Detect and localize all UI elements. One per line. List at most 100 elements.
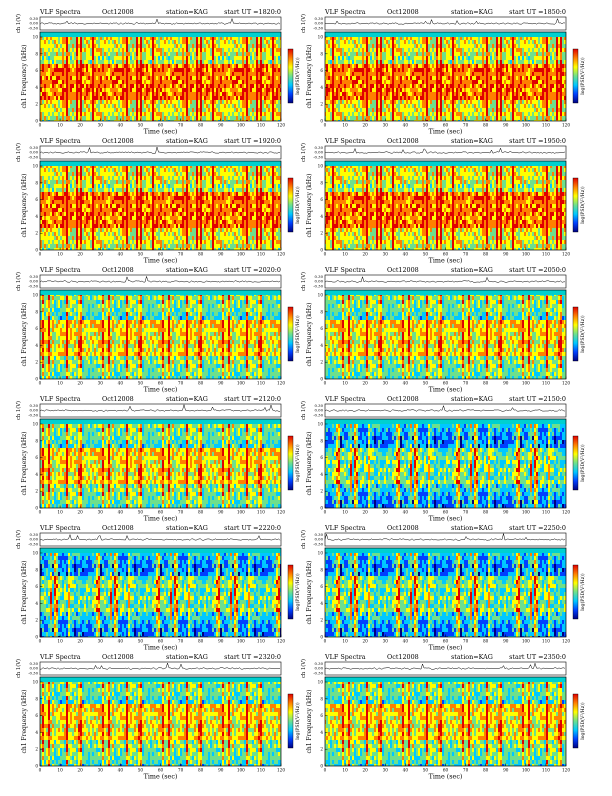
x-axis-label: Time (sec): [429, 773, 463, 781]
spectrogram-panel: VLF Spectra Oct12008 station=KAG start UT =…: [300, 395, 586, 523]
panel-start-ut: start UT =2020:0: [224, 266, 281, 274]
x-tick-label: 100: [522, 768, 530, 773]
waveform-tick-label: 0.30: [315, 16, 324, 21]
panel-title: VLF Spectra: [39, 524, 81, 532]
y-tick-label: 8: [320, 51, 323, 56]
x-tick-label: 30: [98, 252, 104, 257]
waveform-tick-label: 0.00: [315, 279, 324, 284]
colorbar: [572, 564, 579, 620]
upper-noise-band: [325, 677, 566, 682]
spectrogram-image: [40, 37, 281, 121]
panel-title: VLF Spectra: [324, 266, 366, 274]
x-tick-label: 80: [483, 639, 489, 644]
x-tick-label: 80: [198, 252, 204, 257]
spectrogram-image: [40, 295, 281, 379]
x-tick-label: 30: [383, 123, 389, 128]
waveform-tick-label: -0.30: [313, 413, 323, 418]
waveform-tick-label: 0.30: [30, 403, 39, 408]
colorbar-label: log(PSD(V²/Hz)): [294, 444, 301, 482]
waveform-frame: [324, 403, 567, 418]
panel-title: VLF Spectra: [324, 524, 366, 532]
x-tick-label: 40: [118, 252, 124, 257]
x-tick-label: 10: [57, 639, 63, 644]
y-tick-label: 6: [320, 326, 323, 331]
upper-noise-band: [40, 419, 281, 424]
spectrogram-panel: VLF Spectra Oct12008 station=KAG start UT =…: [300, 8, 586, 136]
x-tick-label: 110: [257, 381, 265, 386]
x-tick-label: 50: [138, 768, 144, 773]
colorbar: [287, 48, 294, 104]
x-tick-label: 10: [57, 123, 63, 128]
panel-date: Oct12008: [387, 137, 419, 145]
x-tick-label: 0: [324, 639, 327, 644]
y-tick-label: 10: [318, 551, 324, 556]
colorbar-label: log(PSD(V²/Hz)): [294, 315, 301, 353]
waveform-ylabel: ch 1(V): [300, 530, 307, 549]
x-tick-label: 110: [542, 252, 550, 257]
x-tick-label: 70: [178, 381, 184, 386]
y-tick-label: 10: [33, 293, 39, 298]
x-tick-label: 120: [277, 510, 285, 515]
x-tick-label: 90: [218, 252, 224, 257]
y-tick-label: 0: [320, 764, 323, 769]
x-tick-label: 120: [562, 768, 570, 773]
waveform-tick-label: 0.30: [30, 145, 39, 150]
spectrogram-panel: VLF Spectra Oct12008 station=KAG start UT =…: [15, 524, 301, 652]
waveform-tick-label: -0.30: [313, 284, 323, 289]
waveform-frame: [324, 16, 567, 31]
x-tick-label: 30: [98, 381, 104, 386]
waveform-frame: [324, 274, 567, 289]
x-tick-label: 60: [158, 252, 164, 257]
y-tick-label: 4: [320, 472, 323, 477]
x-tick-label: 40: [403, 123, 409, 128]
panel-date: Oct12008: [102, 524, 134, 532]
waveform-frame: [39, 661, 282, 676]
y-tick-label: 8: [320, 696, 323, 701]
x-tick-label: 0: [39, 381, 42, 386]
y-tick-label: 4: [35, 85, 38, 90]
waveform-tick-label: 0.30: [30, 274, 39, 279]
y-tick-label: 10: [318, 293, 324, 298]
colorbar: [287, 564, 294, 620]
x-tick-label: 30: [383, 252, 389, 257]
colorbar: [287, 177, 294, 233]
x-tick-label: 20: [362, 252, 368, 257]
spectrogram-panel: VLF Spectra Oct12008 station=KAG start UT =…: [15, 137, 301, 265]
x-tick-label: 30: [98, 768, 104, 773]
waveform-tick-label: 0.00: [30, 21, 39, 26]
waveform-ylabel: ch 1(V): [15, 401, 22, 420]
panel-date: Oct12008: [102, 395, 134, 403]
panel-title: VLF Spectra: [324, 395, 366, 403]
x-tick-label: 40: [403, 252, 409, 257]
x-tick-label: 110: [542, 768, 550, 773]
panel-station: station=KAG: [451, 137, 493, 145]
x-axis-label: Time (sec): [144, 386, 178, 394]
panel-title: VLF Spectra: [39, 653, 81, 661]
spectrogram-ylabel: ch1 Frequency (kHz): [21, 44, 28, 108]
spectrogram-ylabel: ch1 Frequency (kHz): [21, 302, 28, 366]
x-axis-label: Time (sec): [429, 644, 463, 652]
x-tick-label: 40: [118, 510, 124, 515]
panel-date: Oct12008: [387, 8, 419, 16]
panel-date: Oct12008: [387, 524, 419, 532]
x-tick-label: 20: [77, 639, 83, 644]
y-tick-label: 8: [35, 309, 38, 314]
x-tick-label: 120: [277, 123, 285, 128]
y-tick-label: 10: [33, 680, 39, 685]
upper-noise-band: [325, 419, 566, 424]
spectrogram-ylabel: ch1 Frequency (kHz): [306, 689, 313, 753]
y-tick-label: 10: [318, 680, 324, 685]
x-tick-label: 70: [178, 768, 184, 773]
x-tick-label: 10: [57, 381, 63, 386]
x-tick-label: 50: [423, 252, 429, 257]
x-tick-label: 50: [423, 123, 429, 128]
colorbar: [572, 48, 579, 104]
x-tick-label: 30: [383, 639, 389, 644]
x-tick-label: 40: [403, 381, 409, 386]
spectrogram-ylabel: ch1 Frequency (kHz): [306, 302, 313, 366]
x-tick-label: 50: [138, 123, 144, 128]
spectrogram-image: [325, 424, 566, 508]
spectrogram-image: [40, 166, 281, 250]
upper-noise-band: [40, 161, 281, 166]
